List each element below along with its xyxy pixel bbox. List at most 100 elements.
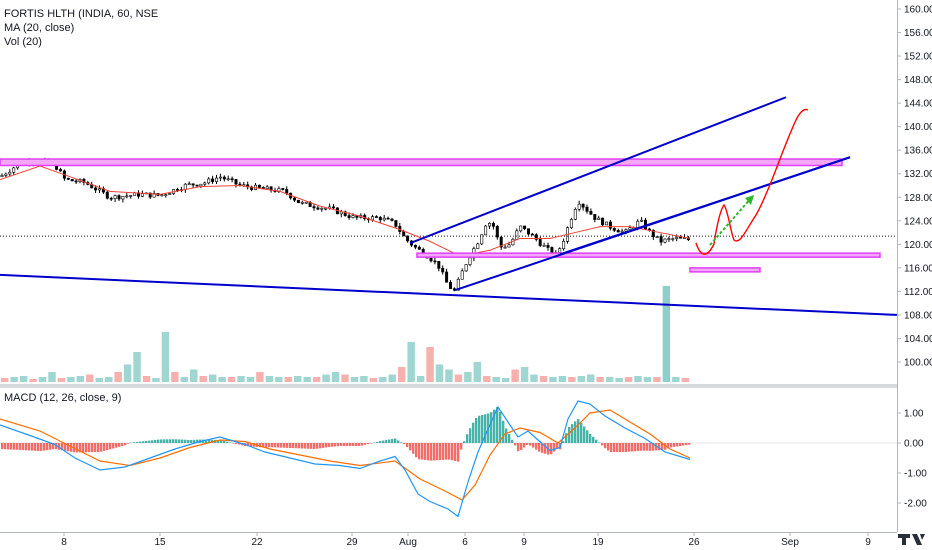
volume-bar	[596, 377, 604, 382]
macd-histogram-bar	[79, 443, 82, 453]
candle-body	[667, 238, 671, 240]
candle-body	[226, 178, 230, 181]
candle-body	[281, 188, 285, 190]
signal-line	[0, 409, 691, 501]
macd-histogram-bar	[544, 443, 547, 454]
time-axis[interactable]: 8 15 22 29 Aug 6 9 19 26 Sep 9	[61, 532, 871, 548]
volume-bar	[445, 369, 453, 382]
candle-body	[546, 245, 550, 248]
time-tick-label: 22	[251, 537, 263, 548]
macd-axis[interactable]: 1.00 0.00 -1.00 -2.00	[897, 409, 927, 510]
macd-histogram-bar	[376, 441, 379, 443]
volume-bar	[539, 376, 548, 382]
macd-histogram-bar	[37, 443, 40, 451]
macd-histogram-bar	[373, 442, 376, 444]
volume-bar	[558, 376, 567, 382]
macd-histogram-bar	[490, 412, 493, 443]
price-tick-label: 124.00	[904, 216, 932, 227]
macd-histogram-bar	[505, 428, 508, 443]
candle-body	[523, 225, 527, 230]
candle-body	[441, 268, 445, 273]
time-tick-label: 19	[592, 537, 604, 548]
macd-histogram-bar	[409, 443, 412, 451]
macd-histogram-bar	[643, 443, 646, 451]
volume-bar	[360, 376, 368, 382]
candle-body	[655, 236, 659, 238]
candle-body	[491, 223, 495, 227]
candle-body	[448, 281, 452, 289]
macd-histogram-bar	[64, 443, 67, 451]
volume-bar	[454, 374, 463, 382]
volume-bar	[426, 347, 434, 382]
macd-histogram-bar	[304, 443, 307, 449]
volume-bar	[1, 378, 9, 382]
macd-histogram-bar	[400, 442, 403, 443]
macd-histogram-bar	[583, 426, 586, 443]
macd-histogram-bar	[124, 443, 127, 446]
volume-bar	[331, 372, 340, 382]
macd-histogram-bar	[514, 443, 517, 446]
macd-histogram-bar	[385, 440, 388, 443]
macd-tick-label: 0.00	[904, 439, 924, 450]
macd-histogram-bar	[220, 440, 223, 443]
macd-histogram-bar	[580, 422, 583, 443]
candle-body	[624, 229, 628, 232]
volume-bar	[275, 377, 283, 382]
candle-body	[445, 271, 449, 283]
macd-histogram-bar	[259, 443, 262, 448]
macd-histogram-bar	[355, 443, 358, 446]
candle-body	[8, 171, 12, 175]
volume-bar	[104, 377, 113, 382]
price-axis[interactable]: 160.00 156.00 152.00 148.00 144.00 140.00 136.…	[897, 5, 932, 369]
macd-histogram-bar	[688, 443, 691, 445]
macd-histogram-bar	[439, 443, 442, 461]
volume-bar	[86, 374, 94, 382]
macd-histogram-bar	[622, 443, 625, 452]
volume-bar	[303, 377, 311, 382]
candle-body	[183, 183, 187, 190]
candle-body	[285, 189, 289, 194]
volume-bar	[133, 352, 141, 382]
candle-body	[429, 257, 433, 262]
price-tick-label: 100.00	[904, 358, 932, 369]
volume-bar	[38, 377, 47, 382]
trend-line	[559, 156, 851, 256]
macd-histogram-bar	[94, 443, 97, 453]
macd-histogram-bar	[424, 443, 427, 460]
macd-histogram-bar	[481, 415, 484, 443]
candle-body	[351, 215, 355, 218]
ma-legend[interactable]: MA (20, close)	[4, 22, 74, 34]
macd-histogram-bar	[1, 443, 4, 450]
candle-body	[534, 234, 538, 240]
candle-body	[413, 244, 417, 248]
candle-body	[538, 239, 542, 246]
candle-body	[663, 238, 667, 243]
macd-histogram-bar	[598, 442, 601, 444]
macd-histogram-bar	[82, 443, 85, 453]
volume-legend[interactable]: Vol (20)	[4, 36, 42, 48]
candle-body	[370, 216, 374, 221]
macd-histogram-bar	[271, 443, 274, 448]
candle-body	[593, 214, 597, 220]
candle-body	[608, 221, 612, 229]
macd-histogram-bar	[529, 443, 532, 446]
macd-histogram-bar	[388, 439, 391, 443]
candle-body	[679, 236, 683, 239]
candle-body	[222, 176, 226, 180]
macd-histogram-bar	[337, 443, 340, 447]
candle-body	[675, 236, 679, 239]
volume-bar	[246, 377, 255, 382]
candle-body	[562, 241, 566, 249]
macd-histogram-bar	[676, 443, 679, 447]
candle-body	[433, 260, 437, 263]
candle-body	[519, 225, 523, 232]
macd-legend[interactable]: MACD (12, 26, close, 9)	[4, 392, 121, 404]
macd-histogram-bar	[16, 443, 19, 450]
candle-body	[105, 191, 109, 199]
volume-bar	[237, 376, 245, 382]
volume-bar	[123, 364, 132, 382]
symbol-legend[interactable]: FORTIS HLTH (INDIA, 60, NSE	[4, 8, 158, 20]
macd-histogram-bar	[562, 441, 565, 443]
macd-histogram-bar	[412, 443, 415, 454]
